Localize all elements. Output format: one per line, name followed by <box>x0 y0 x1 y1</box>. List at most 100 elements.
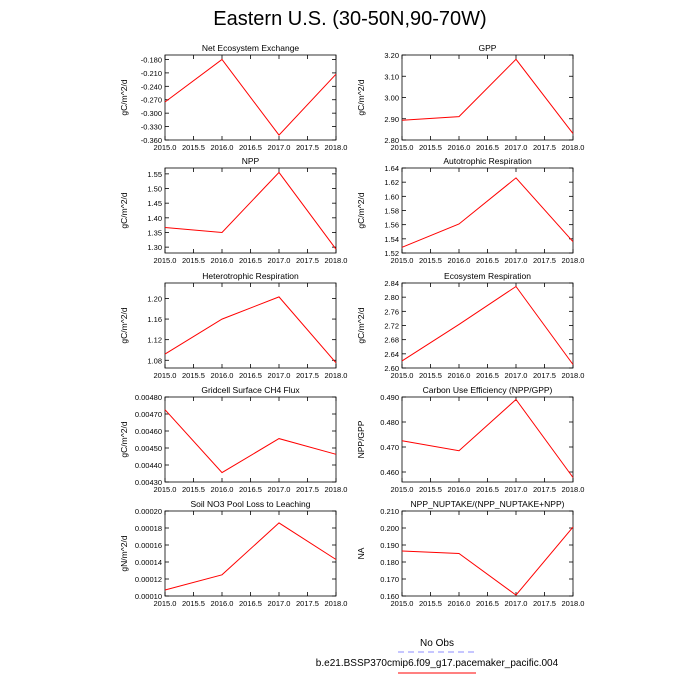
y-tick-label: 1.60 <box>384 192 399 201</box>
y-tick-label: -0.330 <box>141 123 162 132</box>
y-tick-label: 0.00016 <box>135 541 162 550</box>
series-line <box>164 58 337 136</box>
y-axis-label: gC/m^2/d <box>119 307 129 343</box>
y-tick-label: 0.00480 <box>135 393 162 402</box>
x-tick-label: 2018.0 <box>562 599 585 608</box>
y-axis-label: gC/m^2/d <box>119 79 129 115</box>
chart-title: Ecosystem Respiration <box>444 271 531 281</box>
y-tick-label: 0.00018 <box>135 524 162 533</box>
chart-panel: Autotrophic Respiration gC/m^2/d 1.64 1.62 1… <box>356 156 584 265</box>
x-tick-label: 2017.0 <box>505 371 528 380</box>
y-tick-label: 1.16 <box>147 315 162 324</box>
x-tick-label: 2015.0 <box>391 371 414 380</box>
x-tick-label: 2015.0 <box>391 599 414 608</box>
x-tick-label: 2017.5 <box>296 256 319 265</box>
x-tick-label: 2016.5 <box>476 485 499 494</box>
chart-title: Autotrophic Respiration <box>443 156 532 166</box>
chart-panel: NPP_NUPTAKE/(NPP_NUPTAKE+NPP) NA 0.210 0.20… <box>356 499 584 608</box>
chart-panel: Net Ecosystem Exchange gC/m^2/d -0.180 -0.2… <box>119 43 347 152</box>
y-tick-label: 1.45 <box>147 199 162 208</box>
y-tick-label: 1.55 <box>147 170 162 179</box>
x-tick-label: 2015.0 <box>391 143 414 152</box>
y-axis-label: gC/m^2/d <box>356 307 366 343</box>
x-tick-label: 2017.0 <box>268 256 291 265</box>
x-tick-label: 2015.5 <box>182 599 205 608</box>
x-tick-label: 2015.5 <box>182 371 205 380</box>
x-tick-label: 2016.5 <box>476 599 499 608</box>
series-line <box>401 285 574 365</box>
x-tick-label: 2017.0 <box>268 143 291 152</box>
x-tick-label: 2015.0 <box>154 371 177 380</box>
y-tick-label: -0.360 <box>141 136 162 145</box>
x-tick-label: 2015.5 <box>419 485 442 494</box>
y-tick-label: 2.60 <box>384 364 399 373</box>
x-tick-label: 2016.0 <box>448 371 471 380</box>
chart-title: Net Ecosystem Exchange <box>202 43 300 53</box>
y-tick-label: 1.54 <box>384 235 399 244</box>
y-tick-label: -0.270 <box>141 96 162 105</box>
x-tick-label: 2016.0 <box>211 256 234 265</box>
plot-frame <box>164 282 337 369</box>
x-tick-label: 2015.0 <box>391 485 414 494</box>
y-tick-label: -0.180 <box>141 55 162 64</box>
x-tick-label: 2016.0 <box>211 485 234 494</box>
x-tick-label: 2015.0 <box>154 256 177 265</box>
y-tick-label: 0.00440 <box>135 461 162 470</box>
x-tick-label: 2018.0 <box>562 371 585 380</box>
y-tick-label: 1.58 <box>384 207 399 216</box>
y-tick-label: 0.00014 <box>135 558 162 567</box>
x-tick-label: 2018.0 <box>325 599 348 608</box>
chart-title: Carbon Use Efficiency (NPP/GPP) <box>423 385 553 395</box>
chart-panel: Gridcell Surface CH4 Flux gC/m^2/d 0.00480… <box>119 385 347 494</box>
x-tick-label: 2015.5 <box>182 143 205 152</box>
chart-title: Gridcell Surface CH4 Flux <box>201 385 300 395</box>
y-axis-label: NA <box>356 547 366 559</box>
y-tick-label: 3.00 <box>384 94 399 103</box>
x-tick-label: 2015.5 <box>182 485 205 494</box>
x-tick-label: 2015.0 <box>154 485 177 494</box>
x-tick-label: 2018.0 <box>325 256 348 265</box>
y-tick-label: 3.20 <box>384 51 399 60</box>
x-tick-label: 2016.0 <box>211 599 234 608</box>
y-tick-label: 1.40 <box>147 214 162 223</box>
plot-frame <box>401 282 574 369</box>
y-tick-label: -0.300 <box>141 109 162 118</box>
y-tick-label: 1.50 <box>147 185 162 194</box>
y-tick-label: 0.160 <box>380 592 399 601</box>
x-tick-label: 2016.0 <box>211 371 234 380</box>
x-tick-label: 2015.5 <box>182 256 205 265</box>
x-tick-label: 2015.5 <box>419 256 442 265</box>
chart-title: NPP_NUPTAKE/(NPP_NUPTAKE+NPP) <box>411 499 565 509</box>
x-tick-label: 2017.5 <box>533 256 556 265</box>
x-tick-label: 2017.0 <box>505 485 528 494</box>
x-tick-label: 2017.0 <box>268 599 291 608</box>
y-axis-label: gN/m^2/d <box>119 535 129 571</box>
y-axis-label: gC/m^2/d <box>356 192 366 228</box>
x-tick-label: 2018.0 <box>562 485 585 494</box>
y-axis-label: gC/m^2/d <box>356 79 366 115</box>
y-tick-label: 0.480 <box>380 418 399 427</box>
y-tick-label: 2.72 <box>384 322 399 331</box>
x-tick-label: 2017.0 <box>505 256 528 265</box>
plot-frame <box>401 167 574 254</box>
chart-panel: Carbon Use Efficiency (NPP/GPP) NPP/GPP 0.… <box>356 385 584 494</box>
x-tick-label: 2016.0 <box>448 256 471 265</box>
plot-frame <box>401 396 574 483</box>
x-tick-label: 2017.0 <box>505 143 528 152</box>
x-tick-label: 2016.5 <box>476 371 499 380</box>
x-tick-label: 2016.5 <box>239 485 262 494</box>
y-tick-label: 0.00430 <box>135 478 162 487</box>
plot-frame <box>164 167 337 254</box>
x-tick-label: 2018.0 <box>325 371 348 380</box>
y-tick-label: 1.08 <box>147 356 162 365</box>
chart-panel: Ecosystem Respiration gC/m^2/d 2.84 2.80 2.7… <box>356 271 584 380</box>
x-tick-label: 2017.5 <box>533 371 556 380</box>
y-tick-label: 1.52 <box>384 249 399 258</box>
chart-title: Soil NO3 Pool Loss to Leaching <box>190 499 310 509</box>
y-tick-label: 0.00470 <box>135 410 162 419</box>
x-tick-label: 2016.5 <box>476 143 499 152</box>
chart-panel: Soil NO3 Pool Loss to Leaching gN/m^2/d 0.… <box>119 499 347 608</box>
y-tick-label: 1.30 <box>147 243 162 252</box>
y-tick-label: 0.170 <box>380 575 399 584</box>
